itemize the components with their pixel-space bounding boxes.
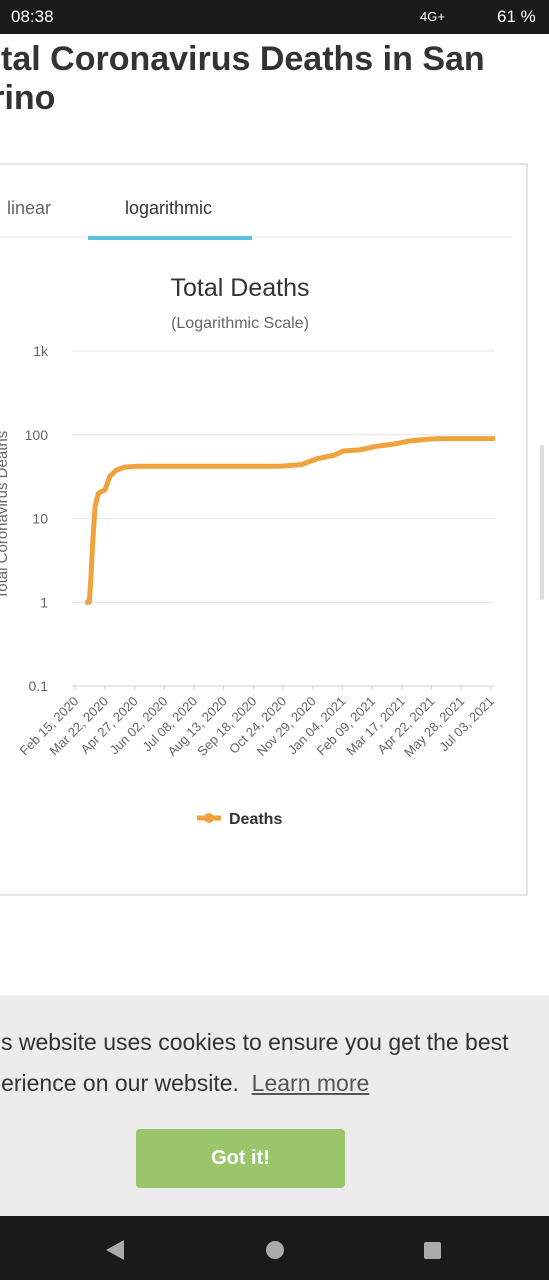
cookie-banner: This website uses cookies to ensure you … [0, 995, 549, 1216]
y-axis-title: Total Coronavirus Deaths [0, 431, 11, 599]
card [0, 163, 528, 896]
network: 4G+ [420, 9, 445, 24]
heading: Total Coronavirus Deaths in San Marino [0, 40, 549, 118]
chart: linear logarithmic Total Deaths (Logarit… [0, 163, 544, 896]
legend-symbol [204, 813, 214, 823]
back-button[interactable] [106, 1240, 124, 1260]
status-bar: 08:38 4G+ 61 % [0, 0, 549, 34]
y-tick-label: 1k [33, 343, 49, 359]
chart-title: Total Deaths [171, 274, 310, 302]
y-tick-label: 1 [40, 594, 48, 610]
battery: 61 % [497, 7, 536, 26]
nav-bar [0, 1216, 549, 1280]
data-line [85, 436, 495, 605]
cookie-text: This website uses cookies to ensure you … [0, 1029, 509, 1055]
chart-subtitle: (Logarithmic Scale) [171, 315, 309, 332]
nav-icons [106, 1240, 441, 1260]
learn-more-link[interactable]: Learn more [251, 1070, 370, 1096]
y-tick-label: 100 [25, 427, 49, 443]
tab[interactable]: linear [7, 198, 51, 218]
cookie-text: experience on our website. [0, 1070, 239, 1096]
home-button[interactable] [266, 1241, 284, 1259]
heading-line: Marino [0, 79, 56, 117]
recents-button[interactable] [424, 1242, 441, 1259]
tab-indicator [88, 236, 252, 240]
tab[interactable]: logarithmic [125, 198, 212, 218]
scrollbar [540, 445, 544, 600]
y-tick-label: 10 [32, 511, 48, 527]
got-it-button[interactable]: Got it! [136, 1129, 345, 1188]
heading-line: Total Coronavirus Deaths in San [0, 40, 485, 78]
y-tick-label: 0.1 [29, 678, 49, 694]
legend-label: Deaths [229, 811, 282, 828]
time: 08:38 [11, 7, 54, 26]
